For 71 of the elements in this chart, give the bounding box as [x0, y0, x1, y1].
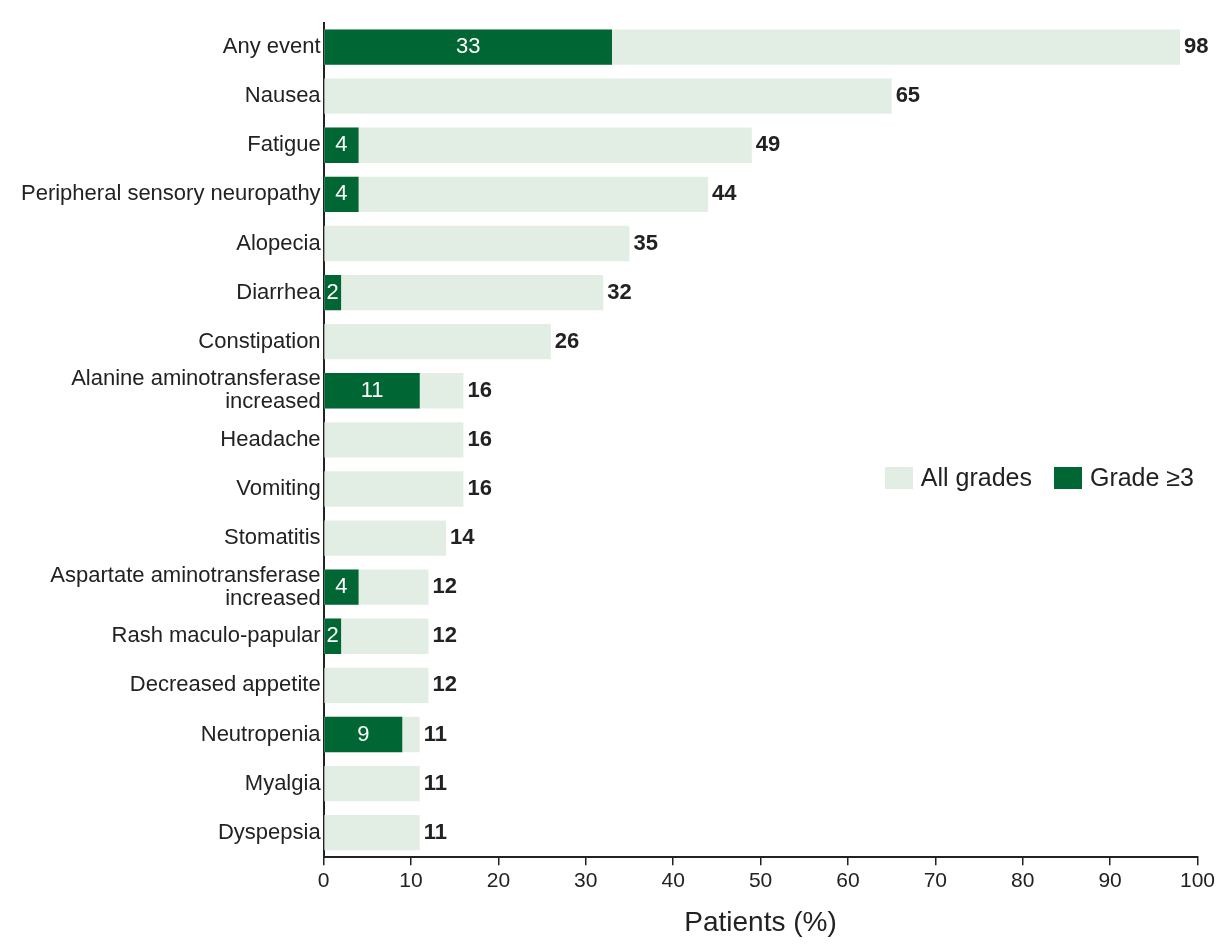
bar	[324, 373, 420, 409]
y-tick-label: Decreased appetite	[129, 671, 321, 697]
bar	[324, 225, 630, 262]
x-tick-label: 90	[1098, 867, 1122, 891]
bar	[324, 569, 359, 605]
y-tick-label: Myalgia	[244, 769, 322, 795]
bar	[324, 176, 359, 213]
data-label: 9	[357, 720, 370, 746]
bar	[324, 127, 359, 163]
bar	[324, 78, 892, 114]
data-label: 11	[423, 818, 448, 844]
y-tick-label: Constipation	[198, 327, 321, 353]
data-label: 65	[895, 82, 921, 108]
x-tick-label: 40	[661, 867, 685, 891]
x-tick-label: 100	[1179, 867, 1215, 891]
bar	[324, 667, 429, 704]
y-tick-label: Headache	[220, 425, 321, 451]
data-label: 16	[467, 376, 492, 402]
data-label: 12	[432, 573, 457, 599]
y-tick-label: Diarrhea	[236, 278, 322, 304]
data-label: 16	[467, 425, 492, 451]
y-tick-label: Any event	[222, 33, 321, 59]
x-tick-label: 70	[923, 867, 947, 891]
x-tick-label: 80	[1011, 867, 1035, 891]
y-tick-label: Vomiting	[236, 475, 321, 501]
y-tick-label: Aspartate aminotransferase increased	[50, 561, 321, 610]
data-label: 35	[633, 229, 658, 255]
x-tick-label: 50	[748, 867, 773, 891]
y-tick-label: Nausea	[244, 82, 322, 108]
bar	[324, 814, 420, 851]
y-tick-label: Neutropenia	[200, 720, 322, 746]
legend-label: Grade ≥3	[1089, 463, 1194, 492]
y-tick-label: Rash maculo-papular	[111, 622, 321, 648]
data-label: 2	[326, 622, 339, 648]
x-axis-title: Patients (%)	[684, 905, 837, 937]
bar	[324, 765, 420, 802]
bar	[324, 471, 464, 507]
y-tick-label: Dyspepsia	[217, 818, 322, 844]
data-label: 98	[1184, 33, 1209, 59]
data-label: 4	[335, 573, 348, 599]
data-label: 11	[423, 769, 448, 795]
data-label: 44	[712, 180, 738, 206]
bar	[324, 716, 403, 753]
data-label: 14	[449, 524, 476, 550]
data-label: 4	[335, 131, 348, 157]
x-tick-label: 30	[574, 867, 598, 891]
data-label: 32	[607, 278, 632, 304]
y-tick-label: Alopecia	[236, 229, 322, 255]
data-label: 12	[432, 671, 457, 697]
data-label: 33	[455, 33, 481, 59]
y-tick-label: Fatigue	[247, 131, 321, 157]
bar	[324, 29, 612, 65]
data-label: 49	[755, 131, 781, 157]
bar	[324, 422, 464, 458]
data-label: 2	[326, 278, 339, 304]
data-label: 12	[432, 622, 457, 648]
y-tick-label: Stomatitis	[224, 524, 321, 550]
x-tick-label: 0	[317, 867, 330, 891]
data-label: 26	[554, 327, 580, 353]
data-label: 11	[423, 720, 448, 746]
data-label: 11	[360, 376, 384, 402]
data-label: 16	[467, 475, 492, 501]
x-tick-label: 10	[399, 867, 423, 891]
y-tick-label: Peripheral sensory neuropathy	[21, 180, 321, 206]
bar	[324, 520, 446, 556]
x-tick-label: 60	[836, 867, 860, 891]
y-tick-label: Alanine aminotransferase increased	[71, 365, 321, 414]
legend-label: All grades	[920, 463, 1032, 492]
data-label: 4	[335, 180, 348, 206]
x-tick-label: 20	[486, 867, 511, 891]
bar	[324, 324, 551, 360]
